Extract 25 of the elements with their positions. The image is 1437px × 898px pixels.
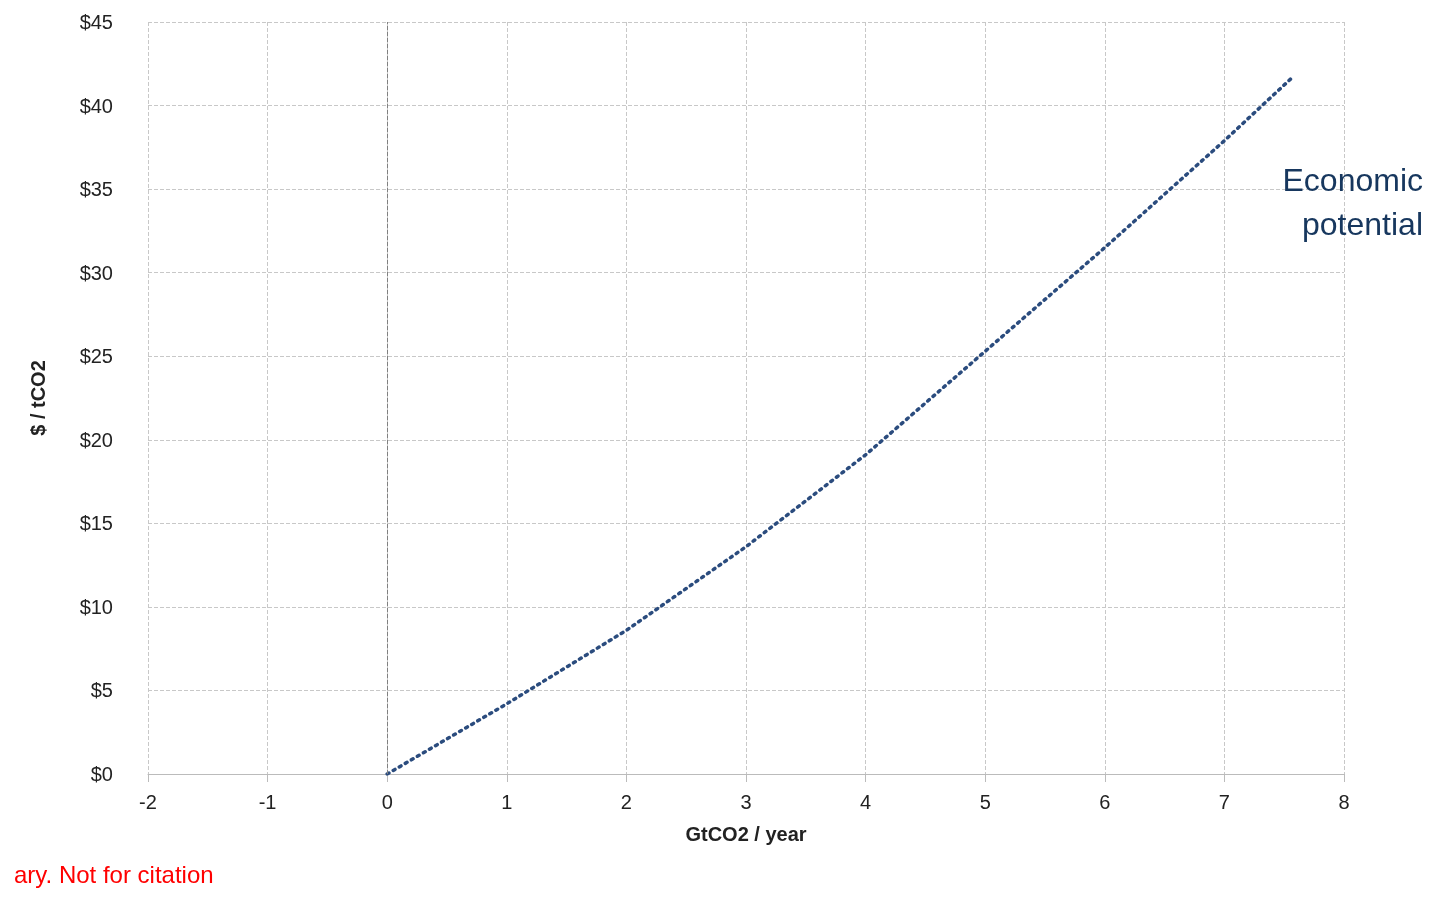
x-tick-label: 8 xyxy=(1338,791,1350,813)
text: ary. Not for citation xyxy=(14,860,214,888)
x-axis-title: GtCO2 / year xyxy=(685,823,807,845)
x-tick-label: 6 xyxy=(1099,791,1111,813)
x-tick-label: 2 xyxy=(620,791,632,813)
y-tick-label: $40 xyxy=(79,94,113,117)
x-tick-label: 1 xyxy=(501,791,513,813)
y-tick-label: $35 xyxy=(79,178,113,201)
x-tick-label: 5 xyxy=(979,791,991,813)
x-tick-label: 4 xyxy=(860,791,872,813)
y-tick-label: $25 xyxy=(79,345,113,368)
x-tick-label: 3 xyxy=(740,791,752,813)
annotation: Economic potential xyxy=(1282,162,1423,242)
y-tick-label: $20 xyxy=(79,428,113,451)
x-tick-label: 0 xyxy=(381,791,393,813)
y-tick-label: $5 xyxy=(90,679,113,702)
y-tick-label: $45 xyxy=(79,11,113,33)
y-tick-label: $30 xyxy=(79,261,113,284)
x-tick-label: -1 xyxy=(258,791,277,813)
y-tick-label: $0 xyxy=(90,763,113,785)
x-tick-label: -2 xyxy=(139,791,157,813)
y-tick-label: $15 xyxy=(79,512,113,535)
x-tick-label: 7 xyxy=(1218,791,1230,813)
y-tick-label: $10 xyxy=(79,595,113,618)
y-axis-title: $ / tCO2 xyxy=(27,360,49,436)
